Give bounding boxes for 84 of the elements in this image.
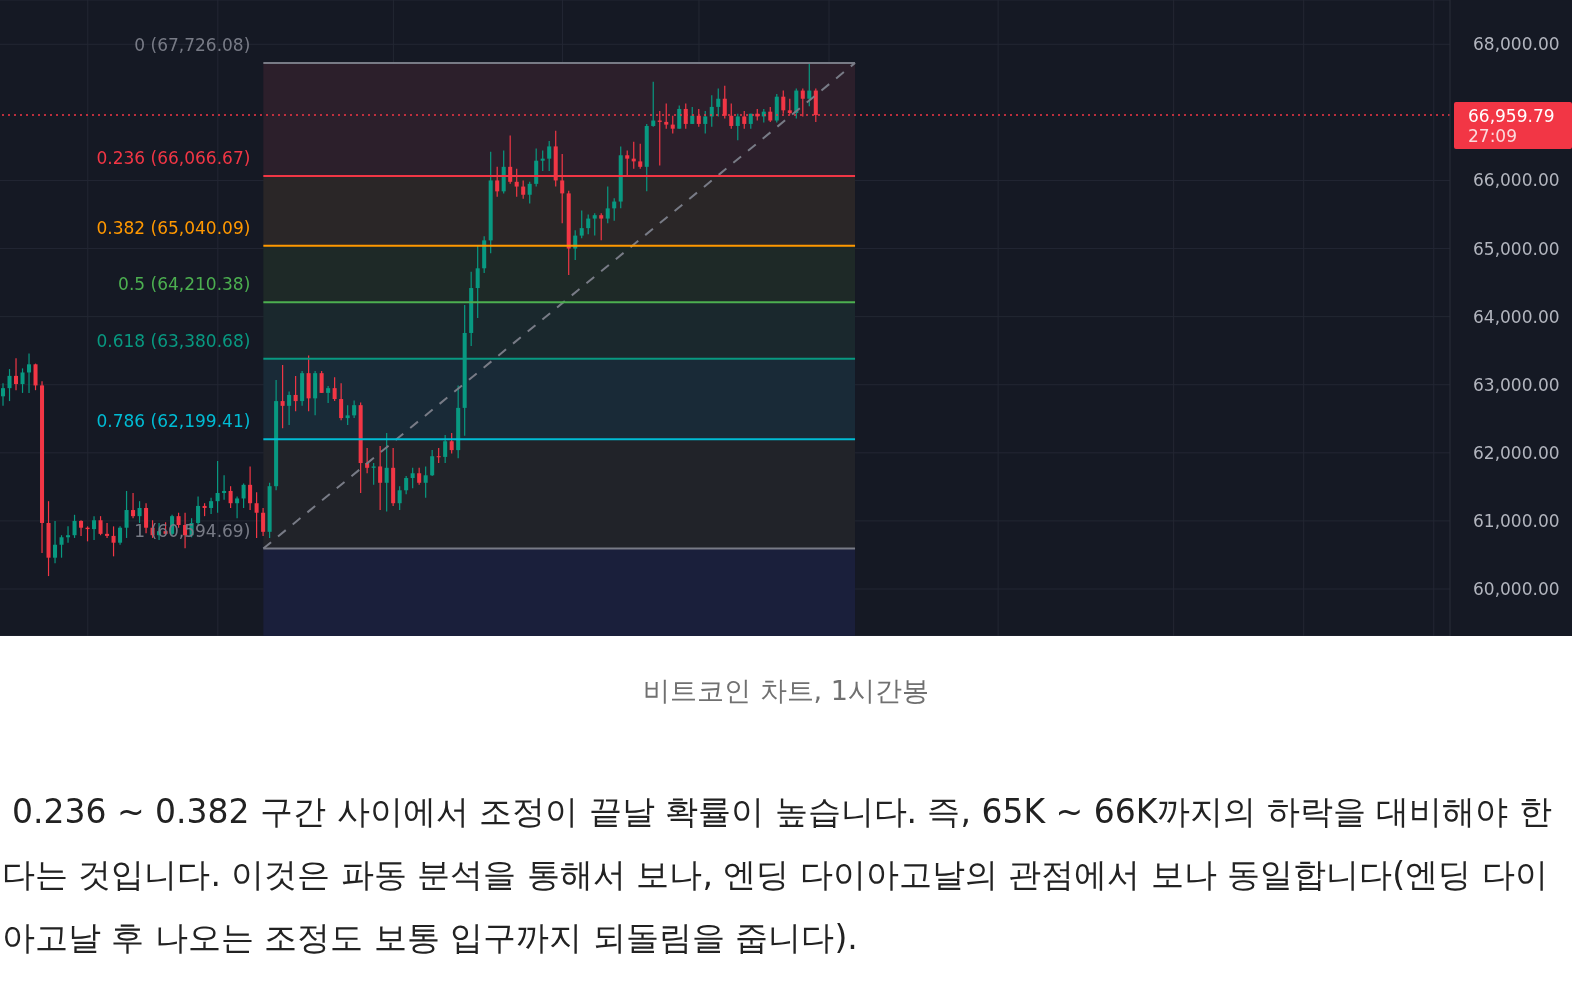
y-tick-label: 66,000.00 [1473, 170, 1560, 191]
candlestick [124, 490, 129, 539]
candlestick [254, 491, 259, 539]
candlestick [59, 534, 64, 559]
ref-line-label: 0.5 (64,210.38) [118, 274, 251, 295]
candlestick [475, 244, 480, 319]
candlestick [287, 390, 292, 426]
candlestick [53, 520, 58, 564]
text: 비트코인 차트, 1시간봉 [642, 674, 930, 708]
y-tick-label: 65,000.00 [1473, 238, 1560, 259]
text: 27:09 [1468, 126, 1517, 147]
y-tick-label: 61,000.00 [1473, 510, 1560, 531]
candlestick [397, 485, 402, 511]
candlestick [521, 179, 526, 200]
candlestick [423, 465, 428, 499]
candlestick [527, 181, 532, 205]
candlestick [27, 352, 32, 394]
candlestick [235, 495, 240, 519]
candlestick [228, 485, 233, 509]
y-tick-label: 60,000.00 [1473, 579, 1560, 600]
candlestick [339, 382, 344, 421]
candlestick [807, 62, 812, 107]
candlestick [144, 502, 149, 534]
candlestick [215, 460, 220, 514]
candlestick [586, 213, 591, 235]
candlestick [332, 376, 337, 402]
candlestick [326, 385, 331, 404]
candlestick [345, 404, 350, 426]
candlestick [209, 497, 214, 515]
ref-line-label: 0.618 (63,380.68) [96, 330, 251, 351]
ref-line-label: 0.382 (65,040.09) [96, 217, 251, 238]
candlestick [111, 525, 116, 557]
candlestick [404, 475, 409, 495]
candlestick [14, 357, 19, 391]
candlestick [66, 525, 71, 544]
candlestick [703, 110, 708, 135]
candlestick [293, 375, 298, 412]
candlestick [384, 432, 389, 512]
ref-line-label: 0.236 (66,066.67) [96, 147, 251, 168]
candlestick [20, 367, 25, 394]
candlestick [280, 364, 285, 429]
ref-line-label: 0 (67,726.08) [134, 34, 251, 55]
candlestick [92, 515, 97, 541]
candlestick [735, 113, 740, 141]
candlestick [241, 482, 246, 509]
candlestick [774, 93, 779, 124]
candlestick [7, 368, 12, 402]
candlestick [79, 519, 84, 537]
ref-line-label: 66,959.79 [1468, 106, 1555, 127]
candlestick [319, 370, 324, 394]
y-tick-label: 64,000.00 [1473, 306, 1560, 327]
candlestick [248, 465, 253, 511]
candlestick [592, 212, 597, 237]
candlestick [677, 104, 682, 130]
candlestick [118, 525, 123, 546]
candlestick [443, 434, 448, 464]
candlestick [105, 522, 110, 539]
candlestick [651, 81, 656, 128]
candlestick [605, 185, 610, 224]
candlestick [261, 507, 266, 537]
candlestick [98, 515, 103, 536]
candlestick [33, 363, 38, 391]
candlestick [449, 432, 454, 455]
candlestick [72, 514, 77, 539]
candlestick [131, 492, 136, 519]
candlestick [371, 462, 376, 486]
y-tick-label: 68,000.00 [1473, 34, 1560, 55]
text: 0.236 ~ 0.382 구간 사이에서 조정이 끝날 확률이 높습니다. 즉, 65K ~ 66K까지의 하락을 대비해야 한다는 것입니다. 이것은 파동 분석을 통해서 보나, 엔딩 다이아고날의 관점에서 보나 동일합니다(엔딩 다이아고날 후 나오는 조정도 보통 입구까지 되돌림을 줍니다). [2, 791, 1553, 959]
y-tick-label: 63,000.00 [1473, 374, 1560, 395]
candlestick [599, 212, 604, 241]
candlestick [410, 467, 415, 489]
candlestick [638, 143, 643, 170]
candlestick [430, 449, 435, 477]
candlestick [534, 147, 539, 188]
candlestick [540, 149, 545, 172]
ref-line-label: 0.786 (62,199.41) [96, 411, 251, 432]
candlestick [579, 209, 584, 239]
candlestick [547, 140, 552, 172]
candlestick [1, 382, 6, 407]
candlestick [137, 500, 142, 524]
candlestick [716, 87, 721, 118]
candlestick [378, 445, 383, 511]
candlestick [222, 474, 227, 501]
y-tick-label: 62,000.00 [1473, 442, 1560, 463]
